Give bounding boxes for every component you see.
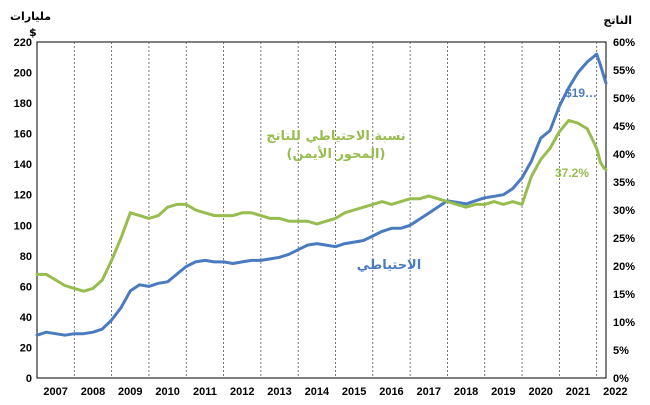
left-tick-label: 180 xyxy=(14,98,32,110)
reserves-line xyxy=(35,52,608,337)
left-axis: 0 20 40 60 80 100 120 140 160 180 200 220 xyxy=(14,37,32,385)
x-tick-label: 2008 xyxy=(81,386,105,398)
right-tick-label: 55% xyxy=(613,65,635,77)
right-tick-label: 0% xyxy=(613,373,629,385)
right-tick-label: 35% xyxy=(613,177,635,189)
plot-frame xyxy=(36,41,607,379)
x-tick-label: 2018 xyxy=(454,386,478,398)
right-tick-label: 10% xyxy=(613,317,635,329)
left-tick-label: 60 xyxy=(20,281,32,293)
left-tick-label: 20 xyxy=(20,342,32,354)
right-axis: 0% 5% 10% 15% 20% 25% 30% 35% 40% 45% 50% 55% 60% xyxy=(613,37,635,385)
x-axis: 2007 2008 2009 2010 2011 2012 2013 2014 2015 2016… xyxy=(43,386,627,398)
x-tick-label: 2011 xyxy=(193,386,217,398)
x-tick-label: 2020 xyxy=(528,386,552,398)
x-tick-label: 2019 xyxy=(491,386,515,398)
x-tick-label: 2016 xyxy=(379,386,403,398)
right-tick-label: 15% xyxy=(613,289,635,301)
x-tick-label: 2015 xyxy=(342,386,366,398)
right-tick-label: 25% xyxy=(613,233,635,245)
left-tick-label: 80 xyxy=(20,251,32,263)
left-tick-label: 100 xyxy=(14,220,32,232)
right-tick-label: 45% xyxy=(613,121,635,133)
x-tick-label: 2007 xyxy=(43,386,67,398)
right-tick-label: 20% xyxy=(613,261,635,273)
right-tick-label: 50% xyxy=(613,93,635,105)
left-axis-currency: $ xyxy=(29,26,37,39)
ratio-line xyxy=(35,118,608,293)
vertical-gridlines xyxy=(73,42,598,378)
left-tick-label: 0 xyxy=(26,373,32,385)
x-tick-label: 2013 xyxy=(267,386,291,398)
right-tick-label: 60% xyxy=(613,37,635,49)
left-tick-label: 200 xyxy=(14,68,32,80)
left-tick-label: 40 xyxy=(20,312,32,324)
left-tick-label: 120 xyxy=(14,190,32,202)
left-tick-label: 220 xyxy=(14,37,32,49)
reserves-end-label: $19… xyxy=(565,86,597,100)
x-tick-label: 2010 xyxy=(155,386,179,398)
ratio-series-sublabel: (المحور الأيمن) xyxy=(287,145,386,162)
x-tick-label: 2021 xyxy=(566,386,590,398)
reserves-series-label: الاحتياطي xyxy=(357,258,421,273)
ratio-end-label: 37.2% xyxy=(555,166,589,180)
x-tick-label: 2012 xyxy=(230,386,254,398)
series-lines xyxy=(35,52,608,337)
left-axis-unit: مليارات xyxy=(10,10,51,23)
right-tick-label: 5% xyxy=(613,345,629,357)
right-tick-label: 30% xyxy=(613,205,635,217)
left-tick-label: 160 xyxy=(14,129,32,141)
x-tick-label: 2022 xyxy=(603,386,627,398)
x-tick-label: 2017 xyxy=(417,386,441,398)
right-axis-unit: الناتج xyxy=(603,14,632,27)
x-tick-label: 2014 xyxy=(305,386,330,398)
ratio-series-label: نسبة الاحتياطي للناتج xyxy=(266,129,405,144)
right-tick-label: 40% xyxy=(613,149,635,161)
left-tick-label: 140 xyxy=(14,159,32,171)
x-tick-label: 2009 xyxy=(118,386,142,398)
